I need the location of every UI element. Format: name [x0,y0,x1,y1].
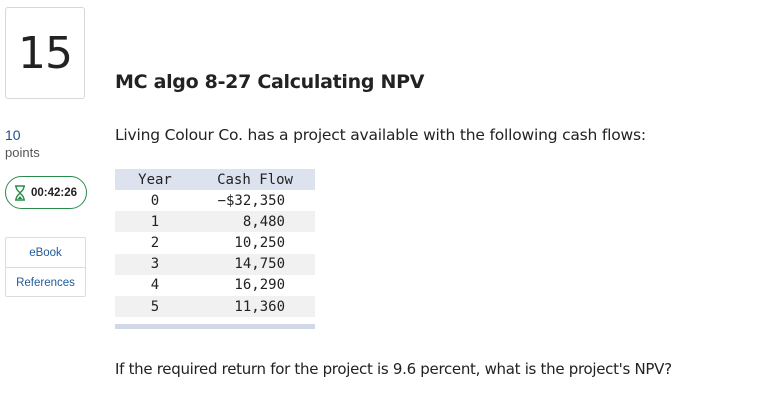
year-cell: 1 [115,211,195,233]
cash-flow-cell: −$32,350 [217,192,285,209]
intro-text: Living Colour Co. has a project availabl… [115,126,646,144]
timer-text: 00:42:26 [31,186,78,199]
ebook-link[interactable]: eBook [29,246,62,259]
table-row: 1 8,480 [115,211,315,233]
cash-flow-cell: 11,360 [195,295,315,318]
year-cell: 4 [150,277,160,294]
question-number: 15 [18,27,73,79]
cash-flow-header: Cash Flow [195,169,315,190]
year-cell: 3 [115,253,195,275]
question-title: MC algo 8-27 Calculating NPV [115,71,425,93]
table-row: 3 14,750 [115,253,315,275]
points-value: 10 [5,127,21,143]
table-header-row: Year Cash Flow [115,169,315,190]
year-cell: 2 [150,234,160,251]
question-number-box: 15 [5,7,85,99]
cash-flow-cell: 8,480 [195,211,315,233]
year-header: Year [115,169,195,190]
cash-flow-table: Year Cash Flow 0 −$32,350 1 8,480 2 10,2… [115,169,315,318]
year-cell: 5 [115,295,195,318]
references-link[interactable]: References [6,267,85,297]
cash-flow-cell: 14,750 [195,253,315,275]
hourglass-icon [15,184,25,201]
table-row: 2 10,250 [115,232,315,253]
table-row: 4 16,290 [115,275,315,296]
year-cell: 0 [150,192,160,209]
question-text: If the required return for the project i… [115,360,672,378]
cash-flow-cell: 10,250 [234,234,285,251]
table-bottom-border [115,324,315,329]
resource-links: eBook References [5,237,86,297]
table-row: 5 11,360 [115,295,315,318]
points-label: points [5,145,40,160]
timer-button[interactable]: 00:42:26 [5,176,87,209]
table-row: 0 −$32,350 [115,190,315,211]
cash-flow-cell: 16,290 [234,277,285,294]
